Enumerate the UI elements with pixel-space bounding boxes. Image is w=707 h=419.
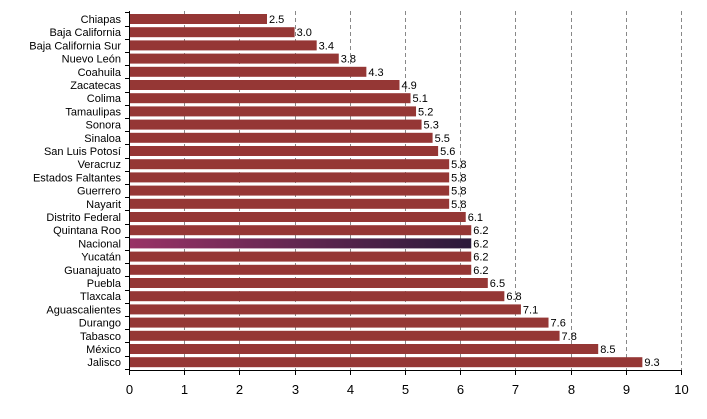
bar-aguascalientes — [129, 304, 521, 315]
bar-zacatecas — [129, 80, 400, 90]
bar-san-luis-potos- — [129, 146, 439, 156]
x-tick-label: 3 — [292, 382, 299, 397]
x-tick-label: 1 — [181, 382, 188, 397]
bar-nacional — [129, 238, 472, 249]
value-label: 5.3 — [424, 120, 439, 132]
bar-tlaxcala — [129, 291, 505, 302]
bar-distrito-federal — [129, 212, 466, 222]
value-label: 3.4 — [319, 40, 334, 52]
bar-estados-faltantes — [129, 172, 450, 183]
category-label: Nacional — [78, 238, 121, 250]
category-label: Quintana Roo — [53, 225, 121, 237]
x-tick-label: 6 — [457, 382, 464, 397]
bar-sinaloa — [129, 132, 433, 143]
value-label: 5.5 — [435, 133, 450, 145]
value-label: 9.3 — [644, 357, 659, 369]
category-label: Chiapas — [81, 14, 122, 26]
category-label: Tabasco — [80, 331, 121, 343]
category-label: Veracruz — [78, 159, 121, 171]
value-label: 6.8 — [506, 291, 521, 303]
category-label: Nuevo León — [62, 54, 121, 66]
x-tick-label: 0 — [126, 382, 133, 397]
value-label: 2.5 — [269, 14, 284, 26]
value-label: 3.8 — [341, 54, 356, 66]
value-label: 7.1 — [523, 304, 538, 316]
x-tick-label: 7 — [512, 382, 519, 397]
bar-chiapas — [129, 14, 267, 24]
value-label: 6.2 — [473, 265, 488, 277]
bar-guerrero — [129, 185, 450, 196]
bar-jalisco — [129, 357, 643, 368]
bar-colima — [129, 93, 411, 104]
value-label: 7.8 — [562, 331, 577, 343]
bar-veracruz — [129, 159, 450, 170]
bar-tabasco — [129, 330, 560, 341]
category-label: Baja California — [49, 27, 121, 39]
value-label: 5.6 — [440, 146, 455, 158]
category-label: Aguascalientes — [46, 304, 121, 316]
category-label: Tamaulipas — [65, 106, 121, 118]
category-label: Sinaloa — [84, 133, 122, 145]
value-label: 6.5 — [490, 278, 505, 290]
category-label: Yucatán — [81, 252, 121, 264]
x-tick-label: 2 — [236, 382, 243, 397]
bars — [129, 14, 643, 368]
bar-yucat-n — [129, 251, 472, 262]
value-label: 5.8 — [451, 199, 466, 211]
bar-m-xico — [129, 344, 599, 354]
x-tick-label: 5 — [402, 382, 409, 397]
value-label: 3.0 — [297, 27, 312, 39]
value-label: 5.1 — [413, 93, 428, 105]
value-label: 7.6 — [551, 318, 566, 330]
value-label: 4.3 — [368, 67, 383, 79]
x-tick-label: 10 — [674, 382, 688, 397]
value-label: 6.2 — [473, 238, 488, 250]
bar-durango — [129, 317, 549, 328]
bar-sonora — [129, 119, 422, 130]
category-label: Baja California Sur — [29, 40, 121, 52]
bar-guanajuato — [129, 264, 472, 275]
category-label: Nayarit — [86, 199, 121, 211]
bar-baja-california-sur — [129, 40, 317, 51]
category-label: Puebla — [87, 278, 122, 290]
value-label: 5.8 — [451, 159, 466, 171]
category-label: San Luis Potosí — [44, 146, 121, 158]
value-label: 5.8 — [451, 186, 466, 198]
value-label: 4.9 — [401, 80, 416, 92]
category-label: Coahuila — [78, 67, 122, 79]
category-label: Guerrero — [77, 186, 121, 198]
category-label: Sonora — [86, 120, 122, 132]
value-label: 5.2 — [418, 106, 433, 118]
category-label: Distrito Federal — [46, 212, 121, 224]
value-label: 6.1 — [468, 212, 483, 224]
x-tick-label: 4 — [347, 382, 354, 397]
x-tick-label: 8 — [568, 382, 575, 397]
x-tick-label: 9 — [623, 382, 630, 397]
value-label: 6.2 — [473, 252, 488, 264]
bar-nayarit — [129, 198, 450, 209]
value-label: 6.2 — [473, 225, 488, 237]
bar-baja-california — [129, 27, 295, 38]
category-label: Jalisco — [87, 357, 121, 369]
bar-puebla — [129, 278, 488, 288]
value-labels: 2.53.03.43.84.34.95.15.25.35.55.65.85.85… — [269, 14, 660, 369]
category-label: Tlaxcala — [80, 291, 122, 303]
value-label: 5.8 — [451, 172, 466, 184]
value-label: 8.5 — [600, 344, 615, 356]
bar-nuevo-le-n — [129, 53, 339, 64]
bar-quintana-roo — [129, 225, 472, 236]
category-label: México — [86, 344, 121, 356]
bar-coahuila — [129, 66, 367, 77]
category-label: Guanajuato — [64, 265, 121, 277]
category-label: Zacatecas — [70, 80, 121, 92]
category-label: Durango — [79, 318, 121, 330]
category-label: Colima — [87, 93, 122, 105]
category-label: Estados Faltantes — [33, 172, 122, 184]
axes: 0 1 2 3 4 5 6 7 8 9 10 — [125, 11, 689, 397]
bar-tamaulipas — [129, 106, 417, 117]
